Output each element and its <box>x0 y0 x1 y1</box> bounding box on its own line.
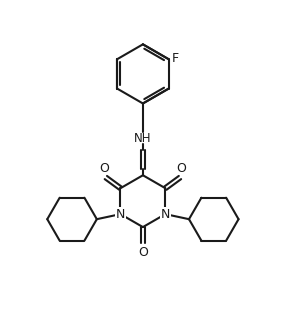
Text: O: O <box>138 246 148 259</box>
Text: N: N <box>116 208 125 221</box>
Text: O: O <box>99 162 109 175</box>
Text: O: O <box>177 162 186 175</box>
Text: NH: NH <box>134 132 152 145</box>
Text: N: N <box>161 208 170 221</box>
Text: F: F <box>172 52 179 65</box>
